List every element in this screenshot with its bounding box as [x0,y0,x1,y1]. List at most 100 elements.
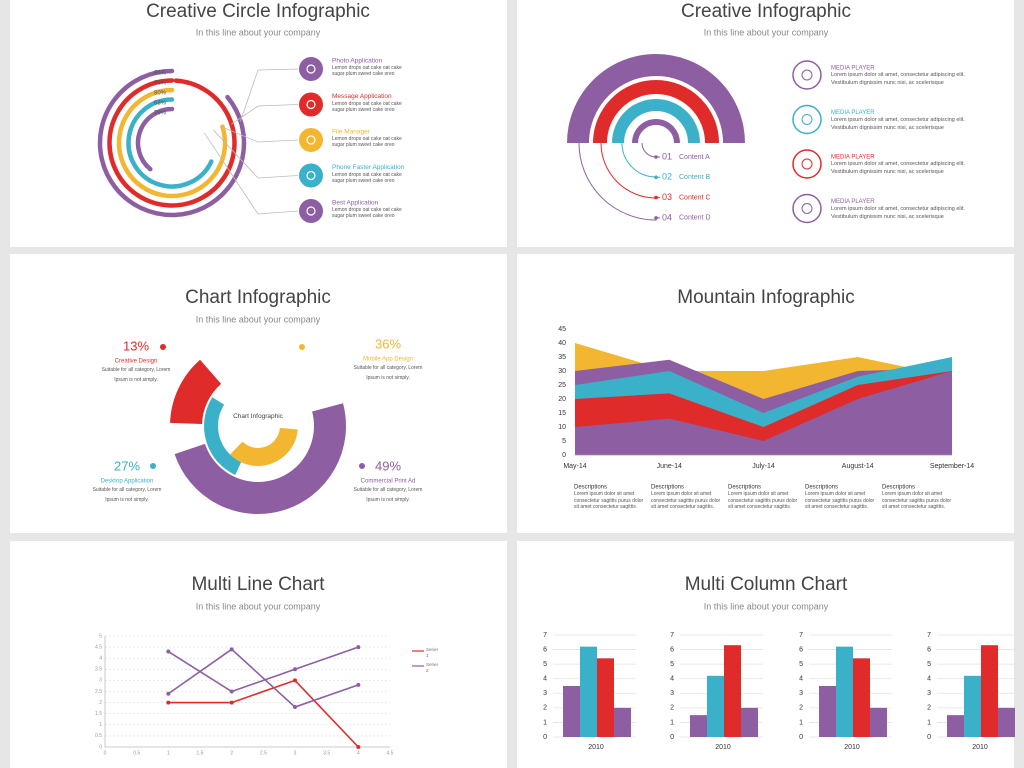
y-tick-label: 2 [799,705,803,712]
item-description-box: Lemon drops oat cake oat cake sugar plum… [332,172,402,184]
item-number: 01 [662,151,672,161]
item-dot [654,195,658,200]
y-tick-label: 1 [799,719,803,726]
y-tick-label: 5 [562,438,566,445]
donut-segment [229,427,298,466]
legend-label: Series 1 [426,647,438,658]
y-tick-label: 4 [99,656,102,662]
y-tick-label: 0 [799,734,803,741]
label-dot [299,344,305,350]
bar [853,658,870,737]
percent-label: 13% [123,338,149,353]
y-tick-label: 2.5 [95,689,102,695]
x-tick-label: 2010 [844,744,860,751]
bar [836,646,853,737]
y-tick-label: 5 [99,633,102,639]
slide-title: Creative Infographic [681,1,851,22]
note-text: Lorem ipsum dolor sit amet consectetur s… [651,491,721,510]
semicircle [567,54,745,144]
x-tick-label: 3 [294,750,297,756]
item-icon-glyph [306,206,316,216]
ring-label: 39% [154,111,167,117]
note-text: Lorem ipsum dolor sit amet consectetur s… [574,491,644,510]
y-tick-label: 5 [927,661,931,668]
x-tick-label: 4.5 [387,750,394,756]
player-text: Lorem ipsum dolor sit amet, consectetur … [831,205,965,220]
y-tick-label: 5 [543,661,547,668]
player-icon [792,149,822,179]
item-number: 03 [662,192,672,202]
bar [947,715,964,737]
slide-title: Creative Circle Infographic [146,1,370,22]
slide-title: Multi Column Chart [685,574,848,595]
y-tick-label: 0.5 [95,733,102,739]
bar [981,645,998,737]
player-glyph [801,114,813,125]
point [229,647,234,652]
y-tick-label: 30 [558,368,566,375]
y-tick-label: 35 [558,354,566,361]
bar [597,658,614,737]
x-tick-label: 4 [357,750,360,756]
bar [998,707,1015,737]
y-tick-label: 2 [99,700,102,706]
player-title: MEDIA PLAYER [831,199,875,205]
item-number: 04 [662,212,672,222]
y-tick-label: 1.5 [95,711,102,717]
ring-label: 68% [154,101,167,107]
item-number: 02 [662,172,672,182]
player-text: Lorem ipsum dolor sit amet, consectetur … [831,161,965,175]
note-title: Descriptions [728,485,761,491]
y-tick-label: 4.5 [95,644,102,650]
ring-label: 80% [154,91,167,97]
item-label: Content B [679,174,710,181]
connector [222,126,299,143]
point [166,649,171,654]
y-tick-label: 25 [558,382,566,389]
slide-subtitle: In this line about your company [196,314,321,324]
ring-label: 99% [154,81,167,87]
bar [690,715,707,737]
percent-label: 49% [375,458,401,473]
x-tick-label: 1 [167,750,170,756]
x-tick-label: May-14 [563,463,586,470]
label-dot [359,463,365,469]
bar [870,707,887,737]
item-name: Photo Application [332,58,383,65]
donut-segment [174,403,346,514]
x-tick-label: 0.5 [133,750,140,756]
item-description-box: Lemon drops oat cake oat cake sugar plum… [332,207,402,219]
y-tick-label: 0 [99,744,102,750]
y-tick-label: 3 [543,690,547,697]
note-title: Descriptions [651,485,684,491]
note-title: Descriptions [882,485,915,491]
x-tick-label: July-14 [752,463,775,470]
point [356,745,361,749]
connector [231,104,299,125]
item-description-box: Lemon drops oat cake oat cake sugar plum… [332,101,402,113]
slide-subtitle: In this line about your company [196,27,321,37]
note-text-box: Lorem ipsum dolor sit amet consectetur s… [728,491,797,510]
note-text-box: Lorem ipsum dolor sit amet consectetur s… [882,491,951,510]
percent-label: 27% [114,458,140,473]
x-tick-label: 2010 [588,744,604,751]
player-glyph [801,203,813,214]
item-icon [299,163,323,188]
player-title: MEDIA PLAYER [831,155,875,161]
note-title: Descriptions [574,485,607,491]
bar [819,686,836,737]
y-tick-label: 1 [543,719,547,726]
point [356,682,361,687]
y-tick-label: 3 [99,678,102,684]
y-tick-label: 4 [799,676,803,683]
legend-label-box: Series 2 [426,662,438,673]
y-tick-label: 40 [558,340,566,347]
y-tick-label: 4 [670,676,674,683]
item-icon [299,57,323,81]
y-tick-label: 1 [99,722,102,728]
point [293,667,297,672]
y-tick-label: 0 [927,734,931,741]
y-tick-label: 2 [543,705,547,712]
y-tick-label: 6 [799,646,803,653]
